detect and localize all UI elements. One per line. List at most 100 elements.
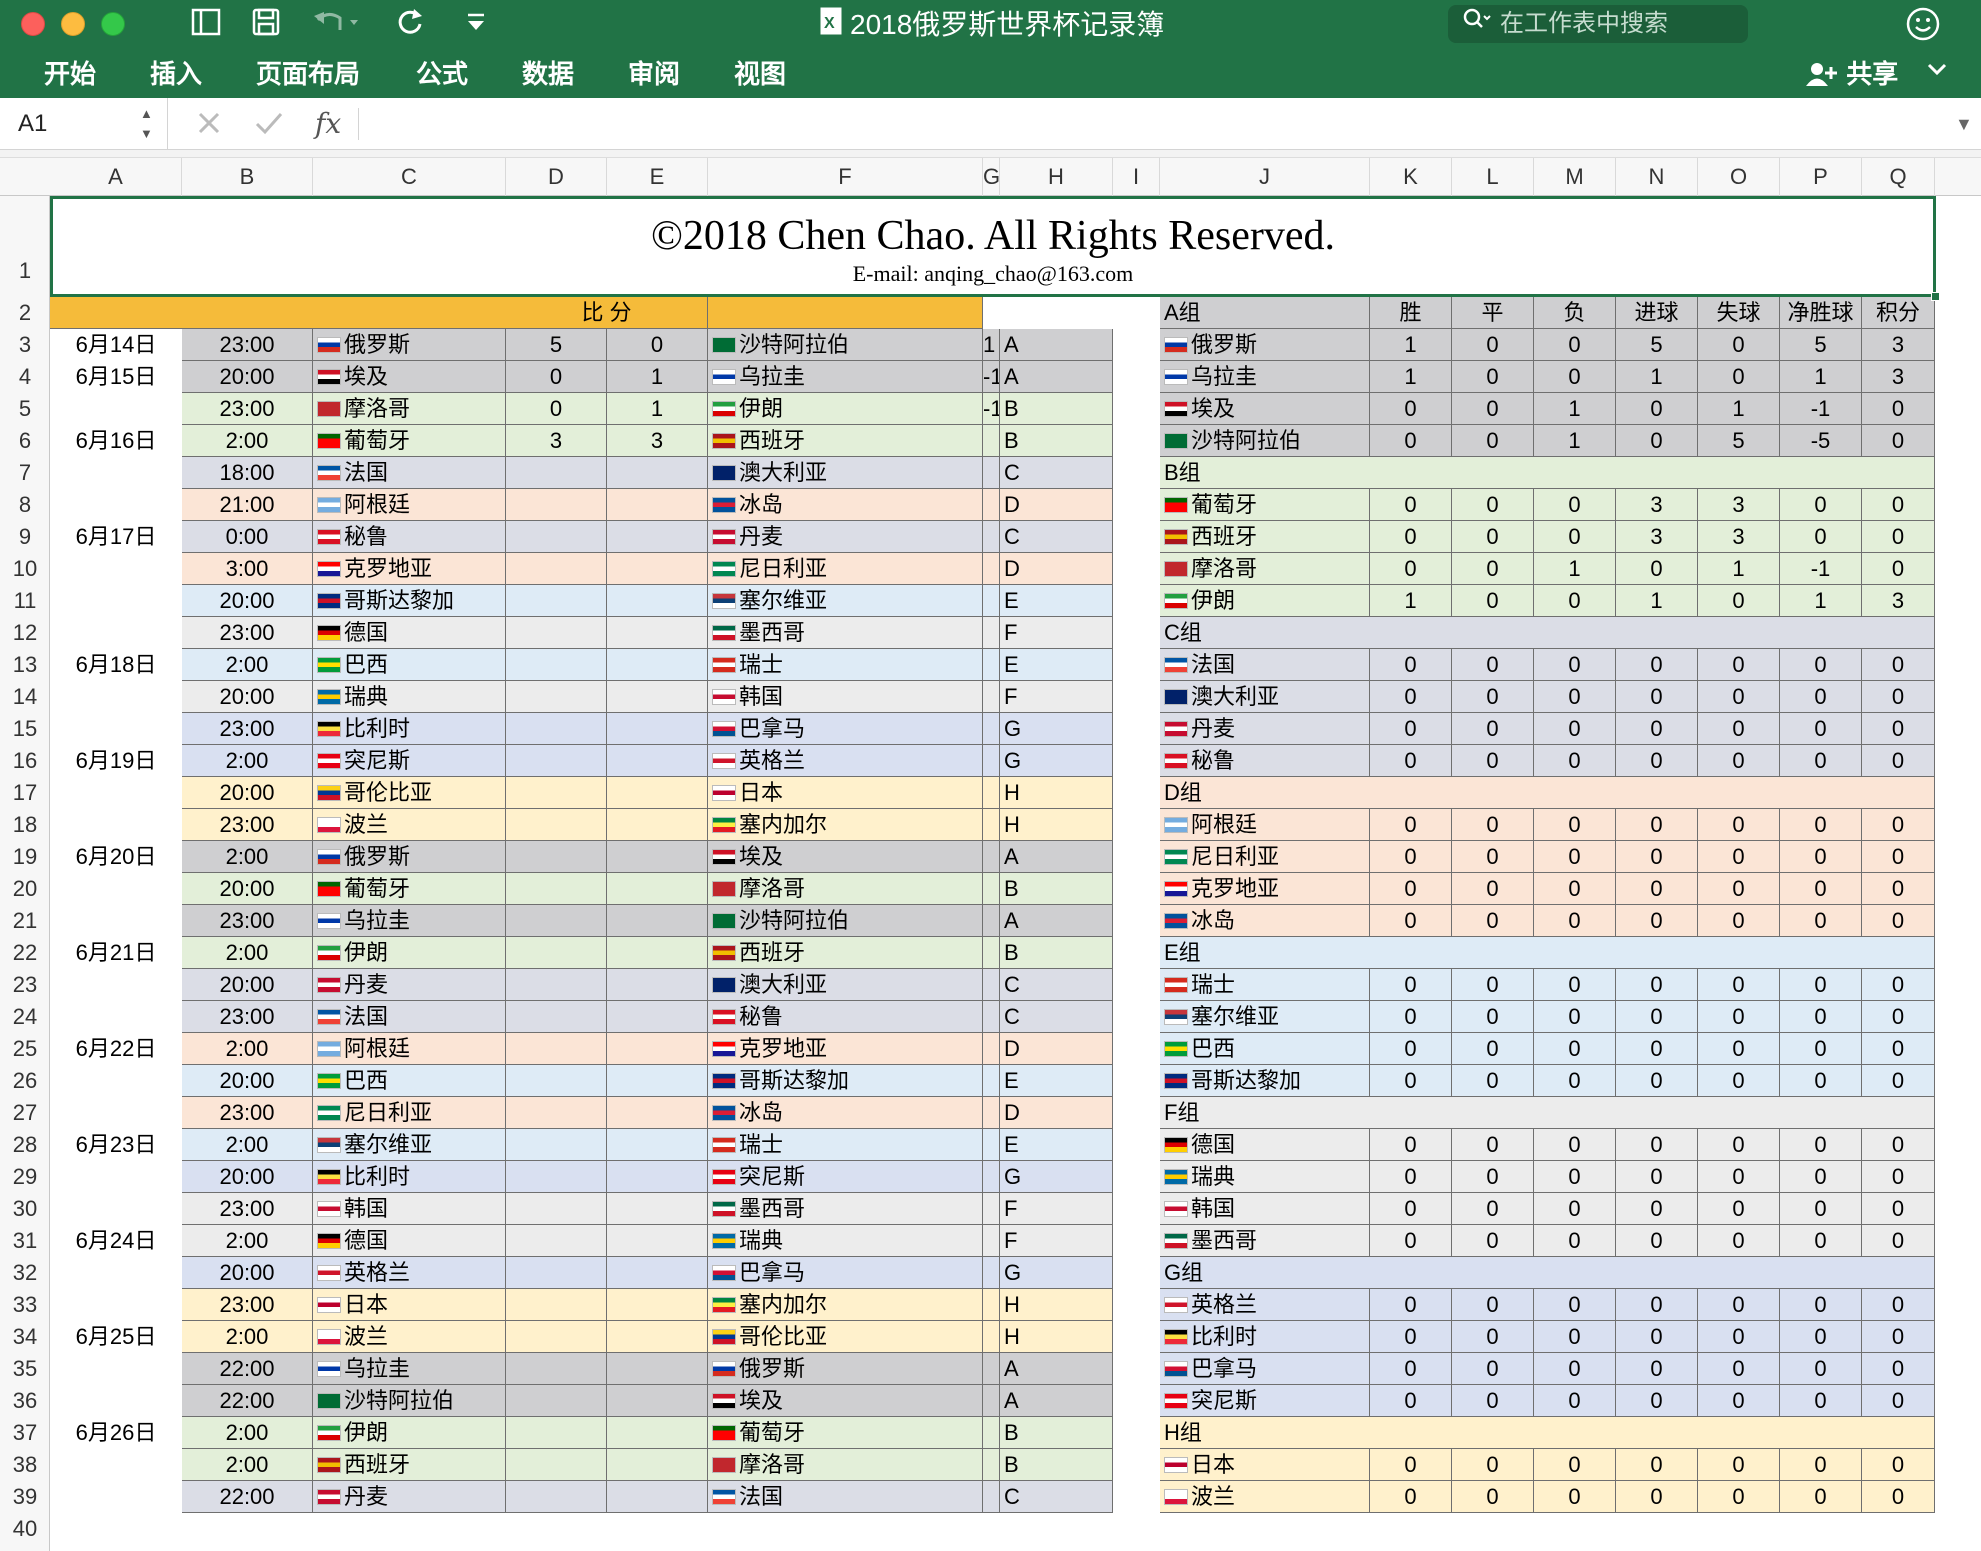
away-score[interactable]: [607, 841, 708, 873]
group-title[interactable]: G组: [1160, 1257, 1935, 1289]
row-header-27[interactable]: 27: [12, 1100, 38, 1125]
standings-value[interactable]: 0: [1452, 425, 1534, 457]
standings-value[interactable]: 0: [1452, 713, 1534, 745]
match-date[interactable]: 6月18日: [50, 649, 182, 681]
standings-value[interactable]: 0: [1534, 1193, 1616, 1225]
standings-value[interactable]: 3: [1862, 585, 1935, 617]
standings-value[interactable]: 0: [1452, 809, 1534, 841]
standings-value[interactable]: 3: [1616, 489, 1698, 521]
match-date[interactable]: [50, 969, 182, 1001]
standings-value[interactable]: 0: [1862, 489, 1935, 521]
tab-data[interactable]: 数据: [522, 59, 575, 89]
home-team[interactable]: 丹麦: [313, 1481, 506, 1513]
column-header-D[interactable]: D: [506, 158, 607, 196]
match-group[interactable]: D: [1000, 489, 1113, 521]
match-date[interactable]: [50, 1001, 182, 1033]
group-title[interactable]: C组: [1160, 617, 1935, 649]
standings-value[interactable]: 0: [1616, 1065, 1698, 1097]
away-score[interactable]: [607, 1385, 708, 1417]
match-date[interactable]: [50, 713, 182, 745]
match-date[interactable]: [50, 553, 182, 585]
group-title[interactable]: E组: [1160, 937, 1935, 969]
match-time[interactable]: 23:00: [182, 905, 313, 937]
row-header-6[interactable]: 6: [18, 428, 32, 453]
home-team[interactable]: 德国: [313, 617, 506, 649]
goal-difference[interactable]: [983, 745, 1000, 777]
match-time[interactable]: 2:00: [182, 1449, 313, 1481]
row-header-15[interactable]: 15: [12, 716, 38, 741]
match-group[interactable]: D: [1000, 1097, 1113, 1129]
row-header-40[interactable]: 40: [12, 1516, 38, 1541]
away-score[interactable]: [607, 745, 708, 777]
home-team[interactable]: 波兰: [313, 809, 506, 841]
standings-value[interactable]: 0: [1780, 489, 1862, 521]
standings-team[interactable]: 比利时: [1160, 1321, 1370, 1353]
away-score[interactable]: [607, 1033, 708, 1065]
feedback-smiley-icon[interactable]: [1905, 6, 1941, 42]
tab-insert[interactable]: 插入: [150, 59, 203, 89]
standings-value[interactable]: 0: [1452, 969, 1534, 1001]
match-date[interactable]: 6月26日: [50, 1417, 182, 1449]
away-score[interactable]: 3: [607, 425, 708, 457]
sheet-search-input[interactable]: 在工作表中搜索: [1448, 5, 1748, 43]
away-team[interactable]: 西班牙: [708, 425, 983, 457]
home-team[interactable]: 葡萄牙: [313, 873, 506, 905]
home-team[interactable]: 比利时: [313, 713, 506, 745]
home-score[interactable]: [506, 745, 607, 777]
standings-value[interactable]: 0: [1370, 1289, 1452, 1321]
standings-value[interactable]: 0: [1452, 393, 1534, 425]
standings-team[interactable]: 哥斯达黎加: [1160, 1065, 1370, 1097]
away-team[interactable]: 英格兰: [708, 745, 983, 777]
goal-difference[interactable]: [983, 521, 1000, 553]
home-team[interactable]: 沙特阿拉伯: [313, 1385, 506, 1417]
goal-difference[interactable]: [983, 1097, 1000, 1129]
match-group[interactable]: H: [1000, 1289, 1113, 1321]
row-header-19[interactable]: 19: [12, 844, 38, 869]
standings-value[interactable]: 0: [1534, 841, 1616, 873]
match-time[interactable]: 23:00: [182, 1097, 313, 1129]
match-group[interactable]: B: [1000, 873, 1113, 905]
match-group[interactable]: G: [1000, 1257, 1113, 1289]
standings-value[interactable]: 0: [1616, 745, 1698, 777]
row-header-7[interactable]: 7: [18, 460, 32, 485]
tab-formulas[interactable]: 公式: [416, 59, 469, 89]
standings-value[interactable]: 0: [1862, 521, 1935, 553]
home-score[interactable]: [506, 553, 607, 585]
match-date[interactable]: 6月16日: [50, 425, 182, 457]
goal-difference[interactable]: [983, 1353, 1000, 1385]
goal-difference[interactable]: -1: [983, 361, 1000, 393]
home-score[interactable]: [506, 1033, 607, 1065]
standings-value[interactable]: 0: [1452, 745, 1534, 777]
standings-team[interactable]: 英格兰: [1160, 1289, 1370, 1321]
match-time[interactable]: 2:00: [182, 1225, 313, 1257]
standings-value[interactable]: 1: [1370, 585, 1452, 617]
standings-team[interactable]: 澳大利亚: [1160, 681, 1370, 713]
standings-value[interactable]: 3: [1698, 521, 1780, 553]
standings-value[interactable]: 0: [1452, 329, 1534, 361]
match-date[interactable]: [50, 1257, 182, 1289]
home-score[interactable]: [506, 905, 607, 937]
home-score[interactable]: [506, 1449, 607, 1481]
match-date[interactable]: [50, 1065, 182, 1097]
match-time[interactable]: 23:00: [182, 1001, 313, 1033]
match-group[interactable]: A: [1000, 841, 1113, 873]
standings-value[interactable]: 0: [1862, 1481, 1935, 1513]
match-date[interactable]: [50, 617, 182, 649]
standings-value[interactable]: 0: [1616, 393, 1698, 425]
match-time[interactable]: 2:00: [182, 1129, 313, 1161]
away-team[interactable]: 尼日利亚: [708, 553, 983, 585]
standings-value[interactable]: 0: [1780, 1289, 1862, 1321]
goal-difference[interactable]: [983, 617, 1000, 649]
standings-team[interactable]: 丹麦: [1160, 713, 1370, 745]
goal-difference[interactable]: [983, 713, 1000, 745]
row-header-18[interactable]: 18: [12, 812, 38, 837]
row-header-16[interactable]: 16: [12, 748, 38, 773]
match-date[interactable]: [50, 1353, 182, 1385]
home-score[interactable]: 3: [506, 425, 607, 457]
away-score[interactable]: 1: [607, 393, 708, 425]
standings-value[interactable]: 0: [1452, 1481, 1534, 1513]
standings-header[interactable]: 积分: [1862, 297, 1935, 329]
standings-team[interactable]: 沙特阿拉伯: [1160, 425, 1370, 457]
row-header-37[interactable]: 37: [12, 1420, 38, 1445]
match-time[interactable]: 23:00: [182, 713, 313, 745]
